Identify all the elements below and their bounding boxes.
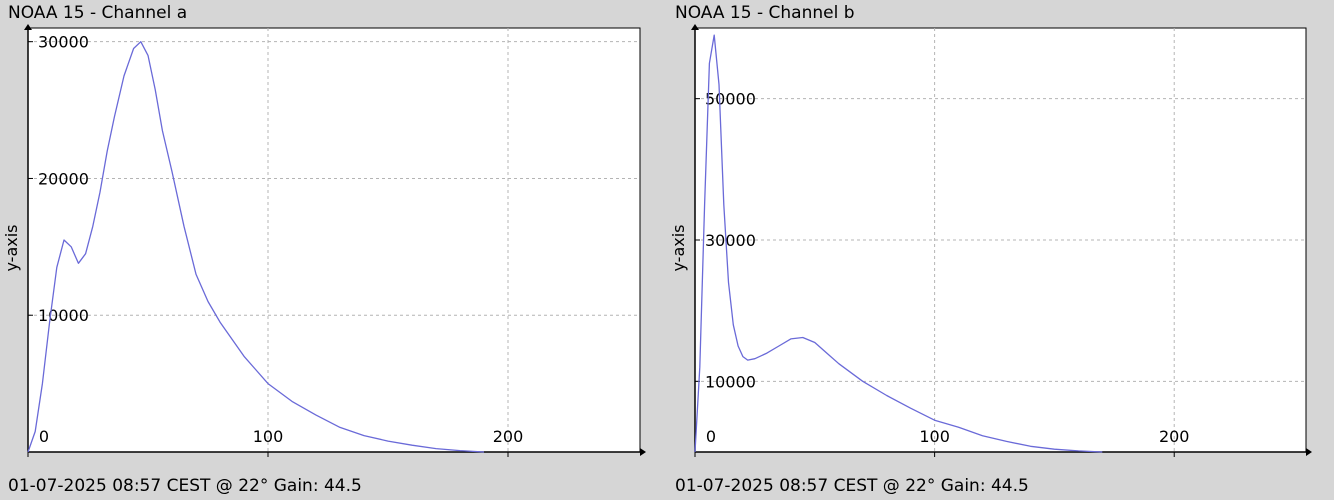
chart-plot-channel-a: 0 100 200 10000 20000 30000 y-axis <box>2 24 646 457</box>
chart-title: NOAA 15 - Channel b <box>675 3 855 23</box>
plot-area <box>27 27 641 453</box>
y-tick-label: 10000 <box>705 372 756 391</box>
x-tick-label: 0 <box>39 427 49 446</box>
x-tick-label: 100 <box>919 427 950 446</box>
y-tick-label: 30000 <box>705 231 756 250</box>
chart-footer: 01-07-2025 08:57 CEST @ 22° Gain: 44.5 <box>675 476 1029 496</box>
chart-panel-channel-b: NOAA 15 - Channel b 0 100 200 10000 30000 500… <box>667 0 1334 500</box>
series-line <box>694 34 1103 453</box>
y-axis-arrow <box>24 24 32 30</box>
y-tick-label: 30000 <box>38 33 89 52</box>
series-line <box>27 41 485 453</box>
chart-panel-channel-a: NOAA 15 - Channel a 0 100 200 10000 20000 300… <box>2 3 646 496</box>
chart-footer: 01-07-2025 08:57 CEST @ 22° Gain: 44.5 <box>8 476 362 496</box>
x-tick-label: 200 <box>1159 427 1190 446</box>
y-axis-label: y-axis <box>669 224 688 271</box>
y-tick-label: 10000 <box>38 306 89 325</box>
x-axis-arrow <box>1306 448 1312 456</box>
y-tick-label: 50000 <box>705 90 756 109</box>
x-axis-arrow <box>640 448 646 456</box>
x-tick-label: 100 <box>253 427 284 446</box>
y-axis-arrow <box>691 24 699 30</box>
x-tick-label: 200 <box>493 427 524 446</box>
y-axis-label: y-axis <box>2 224 21 271</box>
chart-title: NOAA 15 - Channel a <box>8 3 188 23</box>
y-tick-label: 20000 <box>38 169 89 188</box>
chart-plot-channel-b: 0 100 200 10000 30000 50000 y-axis <box>669 24 1312 457</box>
x-tick-label: 0 <box>706 427 716 446</box>
